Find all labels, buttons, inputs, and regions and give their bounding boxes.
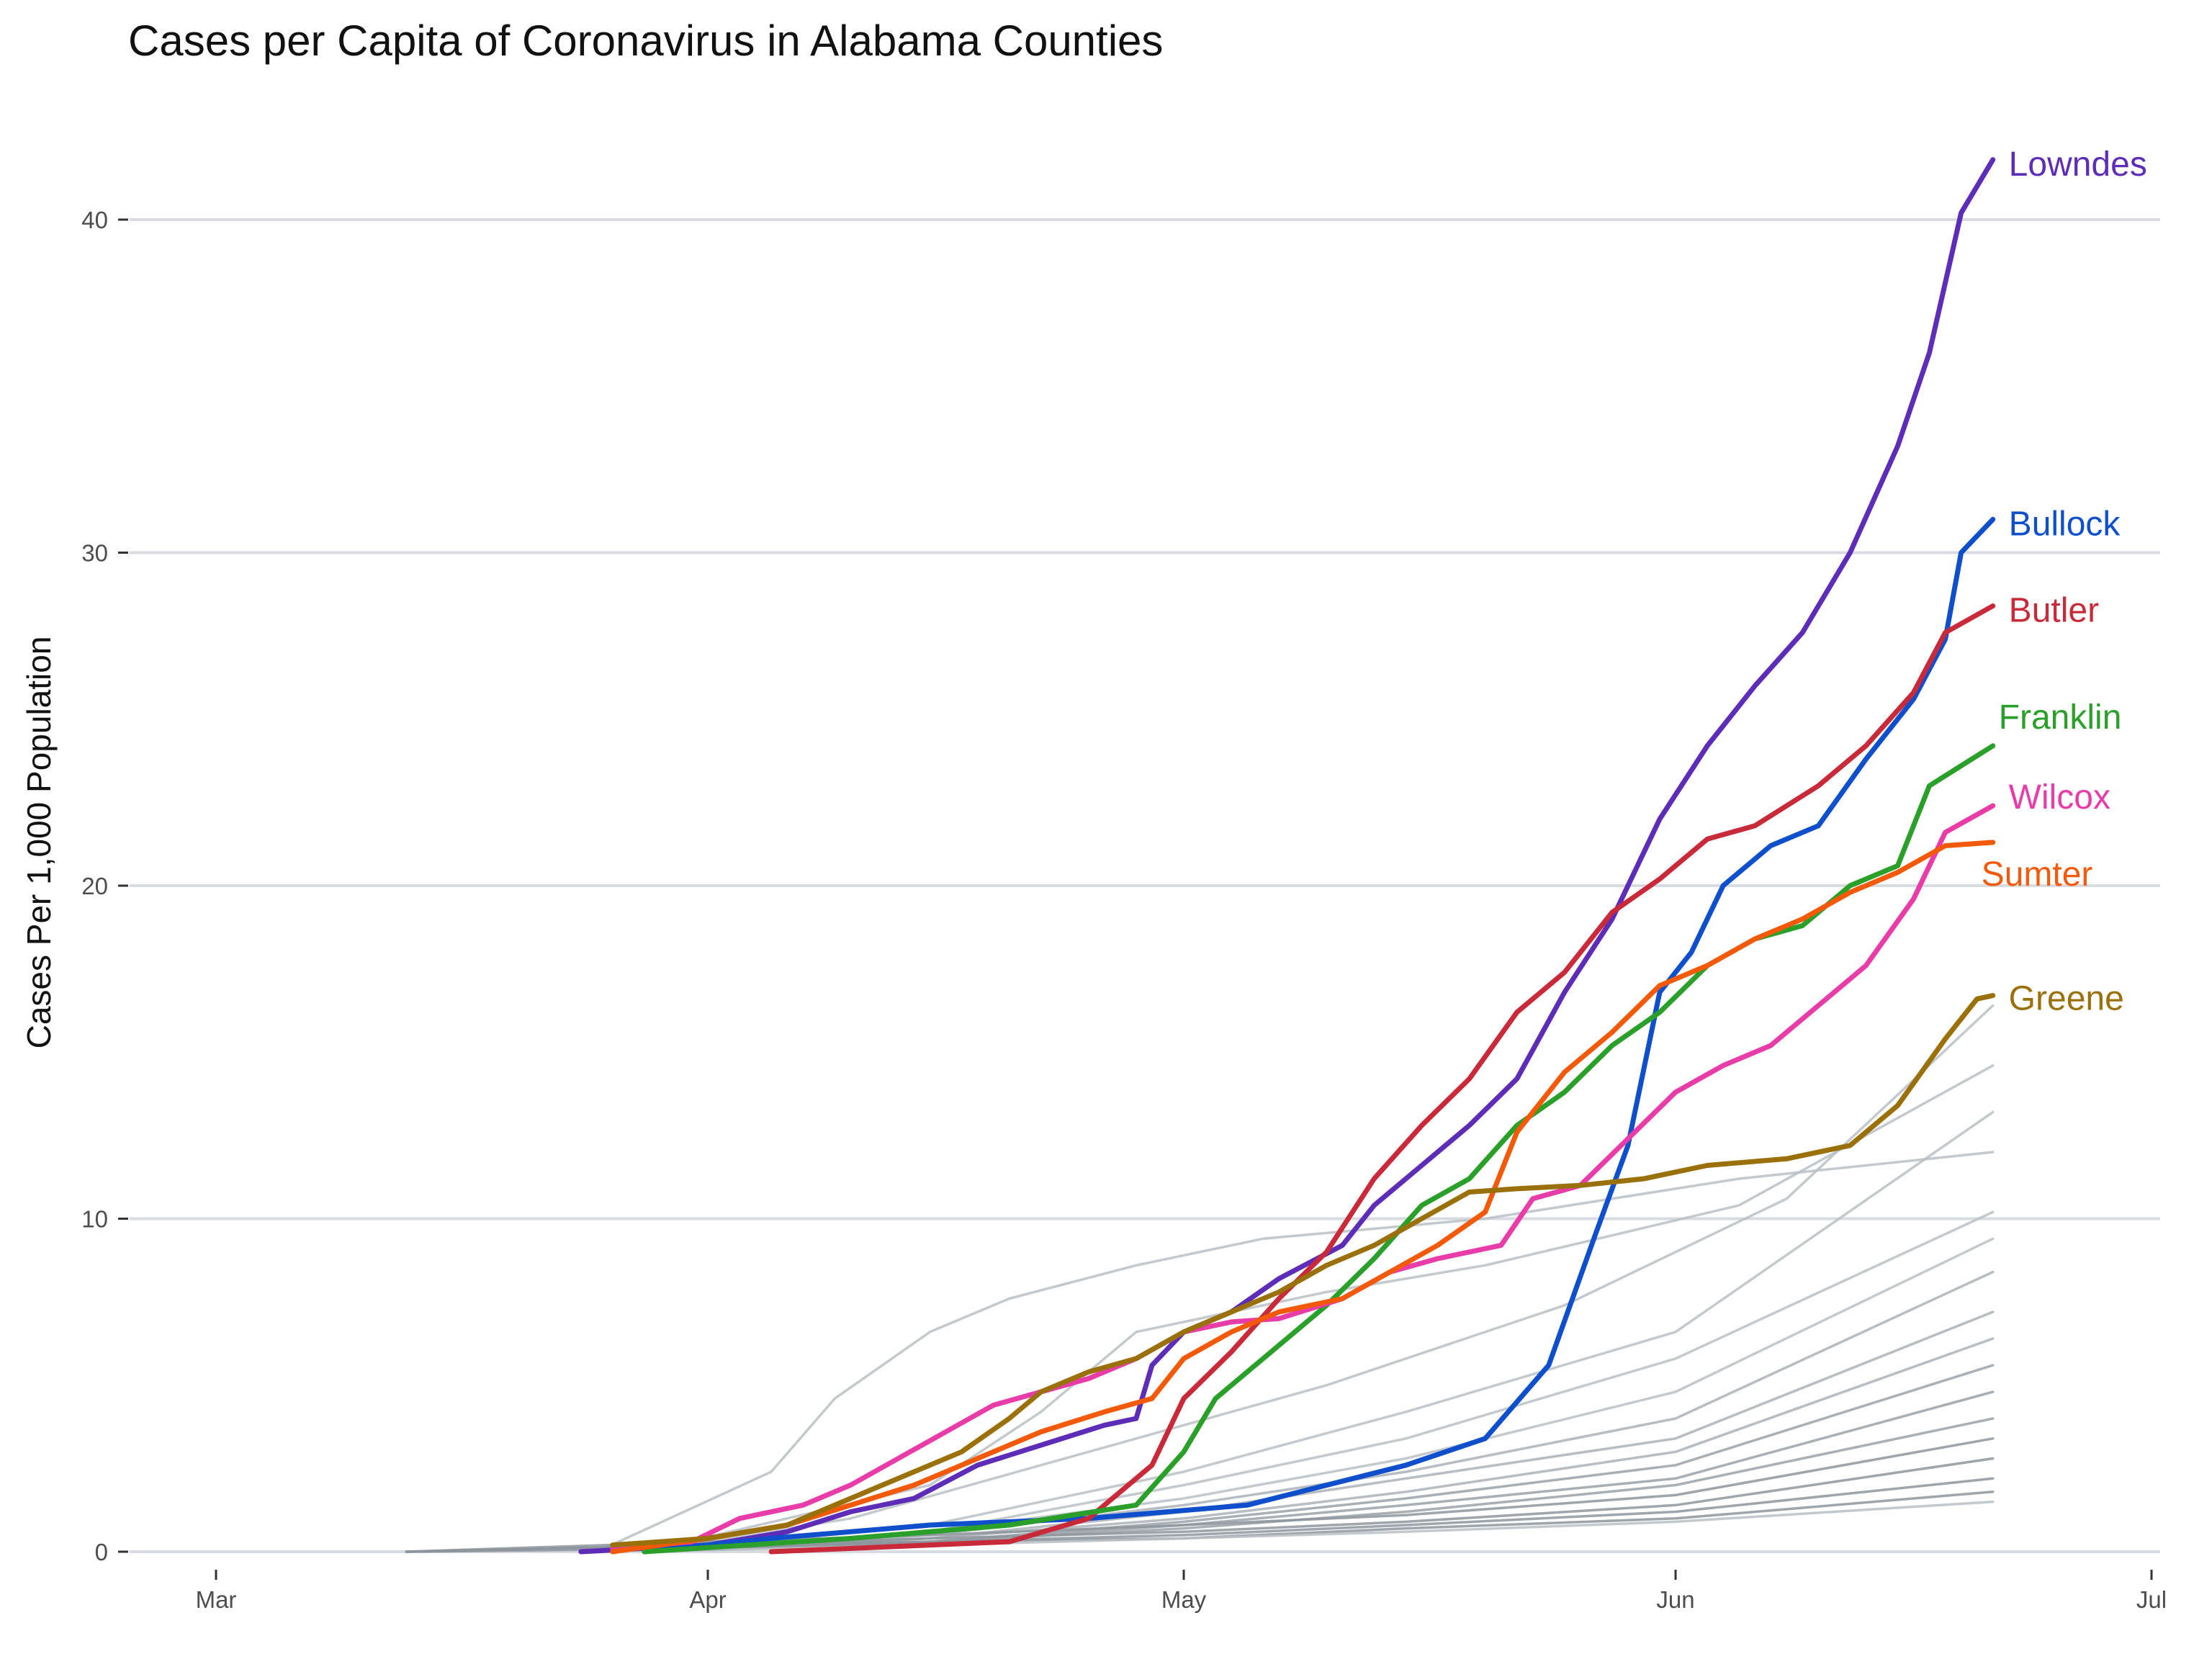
label-layer: Lowndes Bullock Butler Franklin Wilcox Sumter… <box>1982 145 2147 1018</box>
county-line <box>643 1004 1995 1553</box>
series-label-lowndes: Lowndes <box>2009 145 2147 184</box>
y-tick-label: 20 <box>81 873 108 899</box>
y-tick-label: 10 <box>81 1206 108 1233</box>
chart-title: Cases per Capita of Coronavirus in Alaba… <box>128 17 1164 65</box>
y-tick-label: 40 <box>81 207 108 233</box>
series-label-bullock: Bullock <box>2009 505 2121 543</box>
series-label-butler: Butler <box>2009 592 2099 630</box>
series-line-butler <box>768 603 1996 1555</box>
series-layer <box>405 157 1996 1555</box>
x-tick-label: Jun <box>1656 1586 1694 1613</box>
series-line-sumter <box>610 840 1996 1555</box>
series-line-franklin <box>642 743 1996 1555</box>
series-label-franklin: Franklin <box>1999 698 2122 737</box>
series-label-greene: Greene <box>2009 980 2124 1018</box>
x-tick-label: Jul <box>2136 1586 2167 1613</box>
county-line <box>405 1437 1995 1553</box>
x-tick-label: Apr <box>689 1586 726 1613</box>
y-axis-label: Cases Per 1,000 Population <box>20 637 58 1049</box>
series-line-lowndes <box>578 157 1996 1555</box>
y-tick-label: 30 <box>81 540 108 567</box>
series-label-wilcox: Wilcox <box>2009 778 2110 817</box>
x-tick-label: Mar <box>196 1586 237 1613</box>
x-tick-label: May <box>1161 1586 1207 1613</box>
county-line <box>643 1390 1995 1553</box>
series-line-greene <box>610 993 1996 1548</box>
y-tick-label: 0 <box>95 1539 108 1565</box>
series-line-bullock <box>642 516 1996 1555</box>
county-line <box>595 1151 1995 1553</box>
axis-layer: 0 10 20 30 40 Mar Apr May Jun Jul <box>81 207 2167 1613</box>
series-line-wilcox <box>610 803 1996 1551</box>
series-label-sumter: Sumter <box>1982 855 2093 894</box>
